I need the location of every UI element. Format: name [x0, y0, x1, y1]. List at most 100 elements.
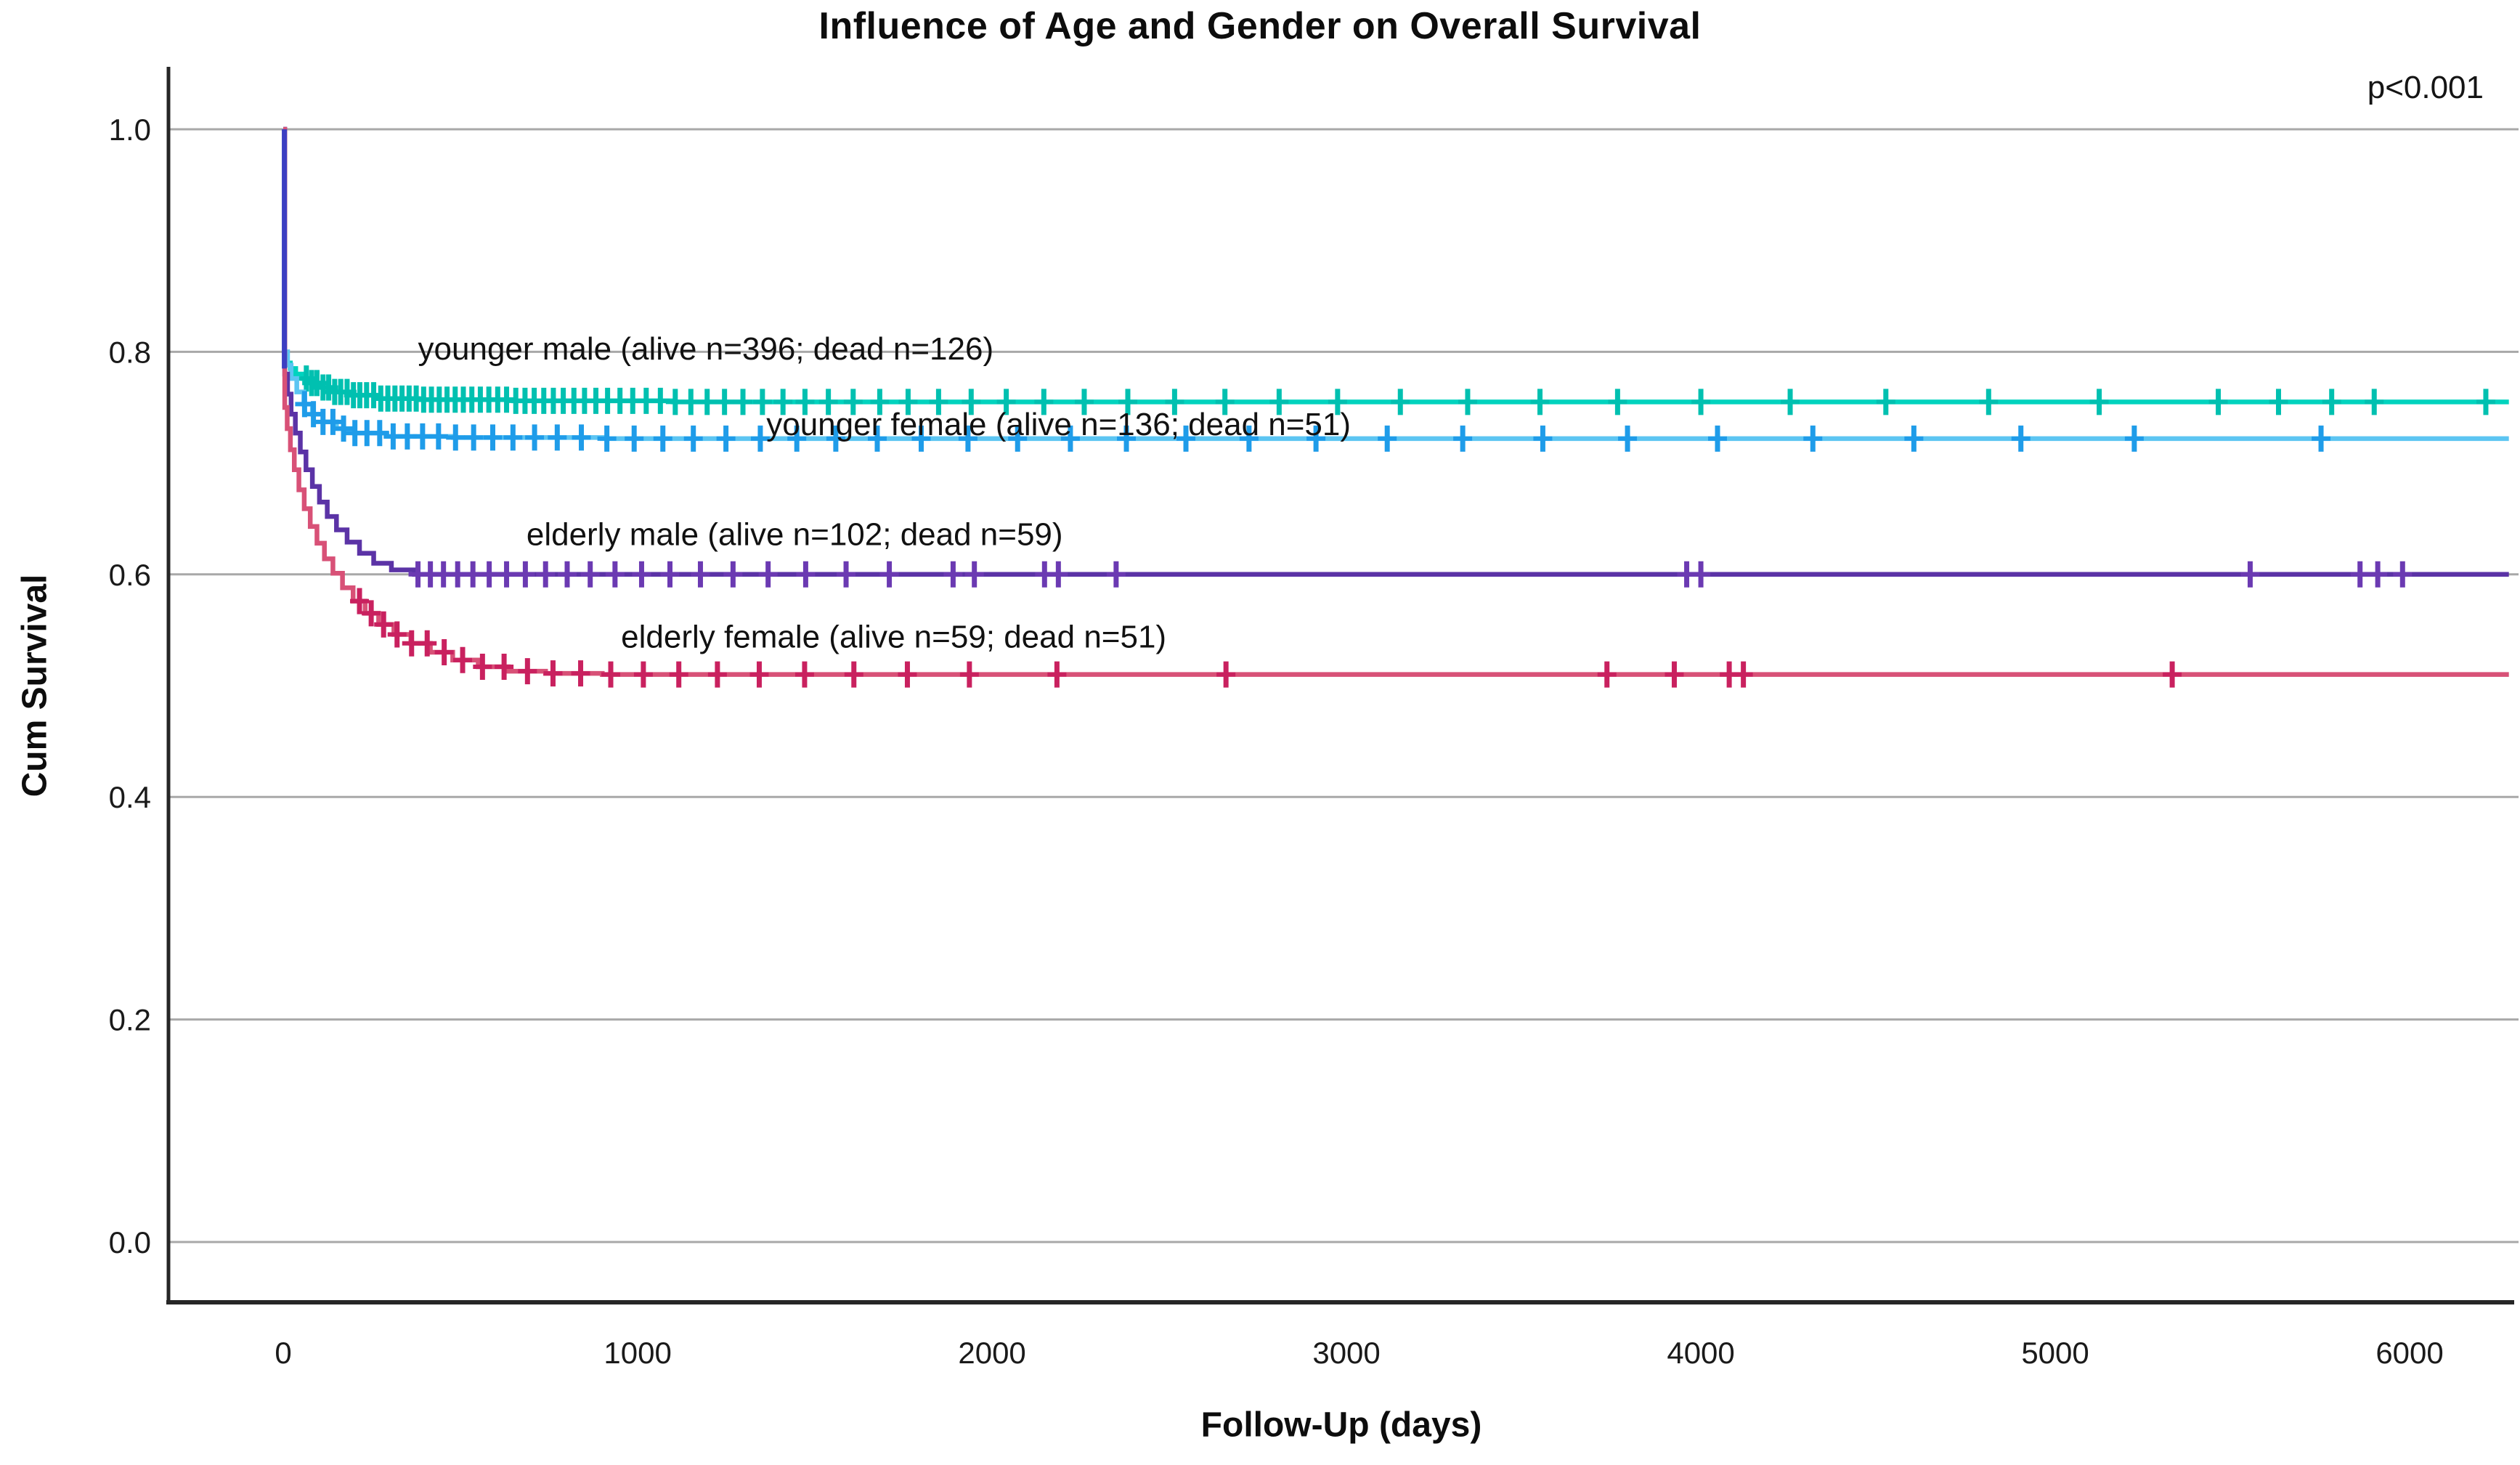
censor-mark-younger-female — [304, 401, 323, 428]
survival-curve-younger-female — [282, 126, 2509, 442]
censor-mark-elderly-female — [601, 661, 621, 688]
censor-mark-younger-female — [787, 425, 807, 452]
censor-mark-younger-male — [1165, 389, 1184, 415]
censor-mark-elderly-male — [632, 561, 651, 588]
censor-mark-elderly-male — [605, 561, 625, 588]
censor-mark-younger-female — [1378, 425, 1397, 452]
series-label-elderly-male: elderly male (alive n=102; dead n=59) — [527, 517, 1063, 553]
y-tick-label: 0.4 — [109, 780, 151, 814]
censor-mark-younger-male — [1215, 389, 1235, 415]
censor-mark-younger-female — [826, 425, 845, 452]
censor-mark-younger-female — [1008, 425, 1028, 452]
censor-mark-younger-male — [1691, 389, 1711, 415]
censor-mark-elderly-female — [543, 660, 563, 687]
censor-mark-younger-female — [1239, 425, 1259, 452]
censor-mark-younger-male — [773, 389, 793, 415]
censor-mark-younger-male — [795, 389, 815, 415]
censor-mark-younger-female — [597, 425, 617, 452]
censor-mark-younger-female — [323, 408, 343, 435]
censor-mark-younger-female — [1060, 425, 1080, 452]
censor-mark-elderly-female — [1597, 661, 1617, 688]
censor-mark-elderly-female — [844, 661, 863, 688]
censor-mark-younger-male — [1074, 389, 1094, 415]
censor-mark-elderly-male — [2368, 561, 2388, 588]
censor-mark-younger-female — [2124, 425, 2144, 452]
censor-mark-younger-male — [2476, 389, 2495, 415]
censor-mark-younger-female — [446, 424, 466, 451]
censor-mark-elderly-male — [660, 561, 680, 588]
censor-mark-younger-male — [715, 389, 734, 415]
censor-mark-elderly-female — [350, 588, 370, 614]
censor-mark-elderly-male — [497, 561, 516, 588]
y-tick-label: 0.6 — [109, 558, 151, 592]
x-axis-title: Follow-Up (days) — [1200, 1405, 1482, 1445]
x-tick-label: 6000 — [2375, 1336, 2443, 1370]
censor-mark-younger-male — [2322, 389, 2341, 415]
censor-mark-elderly-female — [669, 661, 688, 688]
y-tick-label: 0.8 — [109, 335, 151, 369]
censor-mark-younger-male — [843, 389, 863, 415]
censor-mark-younger-female — [683, 425, 703, 452]
censor-mark-elderly-female — [434, 639, 454, 666]
censor-mark-younger-female — [370, 420, 389, 447]
censor-mark-younger-female — [958, 425, 977, 452]
censor-mark-elderly-female — [633, 661, 653, 688]
censor-mark-elderly-female — [387, 621, 407, 648]
censor-mark-younger-female — [1453, 425, 1473, 452]
censor-mark-younger-female — [1708, 425, 1728, 452]
censor-mark-elderly-male — [536, 561, 556, 588]
censor-mark-elderly-male — [479, 561, 499, 588]
censor-mark-elderly-male — [691, 561, 710, 588]
censor-mark-younger-female — [483, 424, 503, 451]
censor-mark-elderly-female — [1665, 661, 1684, 688]
censor-mark-younger-male — [1781, 389, 1800, 415]
series-label-younger-female: younger female (alive n=136; dead n=51) — [766, 407, 1351, 442]
censor-mark-elderly-male — [557, 561, 577, 588]
censor-mark-elderly-male — [837, 561, 856, 588]
series-label-elderly-female: elderly female (alive n=59; dead n=51) — [621, 620, 1166, 655]
censor-mark-younger-female — [867, 425, 887, 452]
y-tick-label: 0.2 — [109, 1003, 151, 1037]
censor-mark-elderly-female — [1733, 661, 1753, 688]
censor-mark-elderly-male — [796, 561, 816, 588]
x-tick-label: 5000 — [2021, 1336, 2089, 1370]
censor-mark-younger-male — [870, 389, 890, 415]
censor-mark-elderly-male — [1049, 561, 1068, 588]
censor-mark-elderly-male — [516, 561, 535, 588]
censor-mark-younger-male — [1269, 389, 1289, 415]
censor-mark-younger-female — [1176, 425, 1196, 452]
censor-mark-younger-male — [2365, 389, 2384, 415]
censor-mark-elderly-male — [580, 561, 600, 588]
censor-mark-younger-female — [1618, 425, 1638, 452]
censor-mark-elderly-female — [362, 600, 381, 627]
censor-mark-elderly-male — [879, 561, 899, 588]
survival-curve-elderly-male — [282, 126, 2509, 577]
censor-mark-younger-male — [1530, 389, 1550, 415]
censor-mark-younger-female — [412, 423, 432, 450]
censor-mark-younger-female — [572, 424, 591, 451]
x-tick-label: 1000 — [603, 1336, 671, 1370]
censor-mark-younger-male — [2269, 389, 2288, 415]
censor-mark-younger-female — [2011, 425, 2031, 452]
censor-mark-elderly-female — [418, 630, 437, 657]
censor-mark-younger-female — [525, 424, 545, 451]
censor-mark-elderly-female — [495, 653, 514, 680]
censor-mark-younger-male — [1608, 389, 1627, 415]
censor-mark-younger-male — [962, 389, 981, 415]
censor-mark-elderly-male — [943, 561, 963, 588]
censor-mark-younger-female — [750, 425, 770, 452]
censor-mark-younger-female — [911, 425, 931, 452]
censor-mark-elderly-female — [1047, 661, 1067, 688]
censor-mark-elderly-female — [898, 661, 917, 688]
censor-mark-younger-female — [716, 425, 736, 452]
p-value-annotation: p<0.001 — [2367, 70, 2484, 105]
censor-mark-younger-male — [1034, 389, 1054, 415]
censor-mark-younger-female — [428, 423, 448, 450]
censor-mark-younger-male — [1328, 389, 1347, 415]
censor-mark-elderly-female — [2163, 661, 2182, 688]
censor-mark-elderly-male — [723, 561, 743, 588]
censor-mark-younger-female — [653, 425, 672, 452]
censor-mark-younger-male — [2089, 389, 2109, 415]
y-tick-label: 1.0 — [109, 113, 151, 147]
